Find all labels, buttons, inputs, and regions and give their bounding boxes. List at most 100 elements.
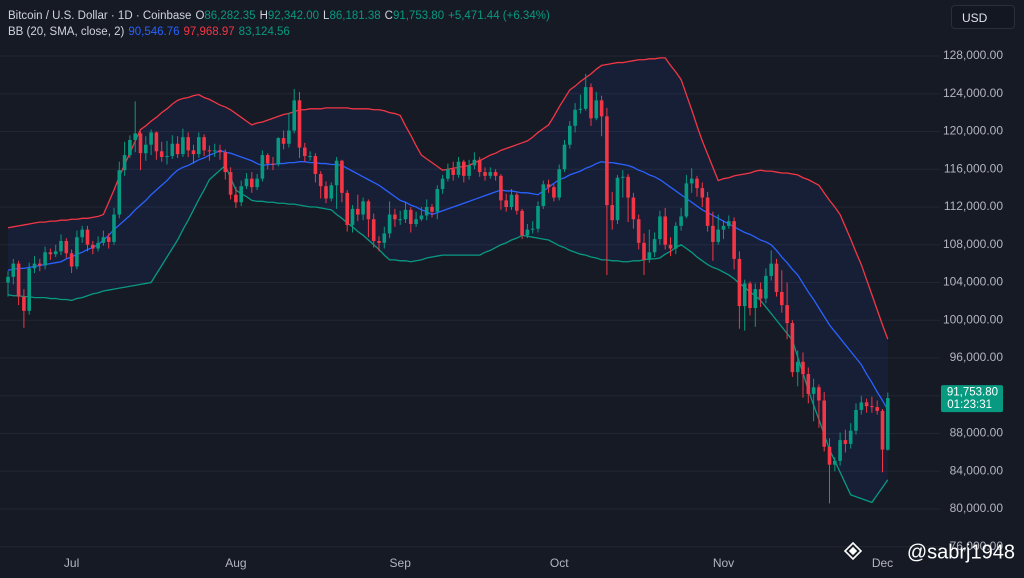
candle-body <box>287 130 291 144</box>
candle-body <box>393 214 397 220</box>
y-tick-label: 108,000.00 <box>943 237 1003 251</box>
ohlc-value: 91,753.80 <box>392 10 445 22</box>
candle-body <box>658 216 662 240</box>
candle-body <box>149 132 153 145</box>
candle-body <box>795 361 800 373</box>
band-fill <box>8 57 888 503</box>
candle-body <box>689 178 694 184</box>
candle-body <box>663 216 667 245</box>
candle-body <box>732 221 736 259</box>
candle-body <box>409 209 413 224</box>
candle-body <box>329 185 334 199</box>
candle-body <box>774 263 779 292</box>
candle-body <box>827 446 832 465</box>
candle-body <box>228 172 233 195</box>
candle-body <box>440 178 445 190</box>
candle-body <box>276 138 281 165</box>
candle-body <box>53 251 58 255</box>
candle-body <box>6 276 10 283</box>
candle-body <box>106 237 111 242</box>
candle-body <box>626 176 630 198</box>
candle-body <box>435 189 440 212</box>
candle-body <box>801 361 805 375</box>
candle-body <box>583 87 588 109</box>
candle-body <box>382 233 387 243</box>
candle-body <box>297 100 302 148</box>
candle-body <box>85 229 90 245</box>
candle-body <box>414 219 418 224</box>
candle-body <box>356 208 360 215</box>
ohlc-item: O86,282.35 <box>195 10 255 22</box>
candle-body <box>594 100 599 119</box>
y-tick-label: 88,000.00 <box>950 426 1004 440</box>
candle-body <box>631 197 636 220</box>
candle-body <box>207 150 212 152</box>
candle-body <box>38 263 42 266</box>
candle-body <box>308 156 312 158</box>
candle-body <box>679 216 683 226</box>
candle-body <box>780 291 784 306</box>
candle-body <box>886 398 890 450</box>
candle-body <box>244 178 249 187</box>
indicator-value: 97,968.97 <box>183 26 235 38</box>
candle-body <box>340 160 344 193</box>
candle-body <box>260 155 265 179</box>
candle-body <box>324 186 328 199</box>
candle-body <box>488 172 493 176</box>
price-tag-countdown: 01:23:31 <box>947 399 992 411</box>
candle-body <box>144 144 148 154</box>
candle-body <box>615 177 620 221</box>
candle-body <box>605 116 609 206</box>
y-tick-label: 80,000.00 <box>950 501 1004 515</box>
y-tick-label: 112,000.00 <box>944 199 1003 213</box>
candle-body <box>499 175 503 201</box>
candle-body <box>424 206 429 216</box>
candle-body <box>578 108 583 110</box>
candle-body <box>822 400 826 447</box>
candle-body <box>191 150 196 155</box>
ohlc-item: C91,753.80 <box>385 10 444 22</box>
candle-body <box>573 109 577 126</box>
candle-body <box>403 209 408 220</box>
candle-body <box>833 460 837 465</box>
candle-body <box>281 138 286 144</box>
candle-body <box>91 244 95 249</box>
candle-body <box>186 137 190 151</box>
ohlc-letter: H <box>259 10 268 22</box>
candle-body <box>727 221 731 226</box>
candle-body <box>520 210 524 236</box>
candle-body <box>806 374 811 394</box>
candle-body <box>303 147 307 157</box>
candles <box>6 73 890 504</box>
candle-body <box>716 229 720 242</box>
candle-body <box>509 194 514 207</box>
candle-body <box>101 237 106 243</box>
candle-body <box>446 169 450 179</box>
candle-body <box>700 188 705 198</box>
candle-body <box>202 137 206 151</box>
candle-body <box>133 133 137 140</box>
candle-body <box>684 183 689 217</box>
candle-body <box>769 263 773 276</box>
candle-body <box>350 208 355 225</box>
candle-body <box>525 229 530 236</box>
candle-body <box>621 176 625 178</box>
candle-body <box>69 253 74 267</box>
x-tick-label: Nov <box>713 556 734 570</box>
candle-body <box>22 296 26 311</box>
change-label: +5,471.44 (+6.34%) <box>448 10 550 22</box>
candle-body <box>546 184 551 188</box>
candle-body <box>265 155 270 164</box>
candle-body <box>552 187 556 198</box>
currency-button[interactable]: USD <box>951 5 1015 29</box>
candle-body <box>43 252 47 266</box>
candle-body <box>197 137 201 155</box>
ohlc-letter: L <box>323 10 330 22</box>
candle-body <box>456 161 461 175</box>
candle-body <box>695 178 699 189</box>
y-tick-label: 120,000.00 <box>943 124 1003 138</box>
candle-body <box>32 263 37 269</box>
candle-body <box>721 225 726 230</box>
candle-body <box>11 263 16 277</box>
